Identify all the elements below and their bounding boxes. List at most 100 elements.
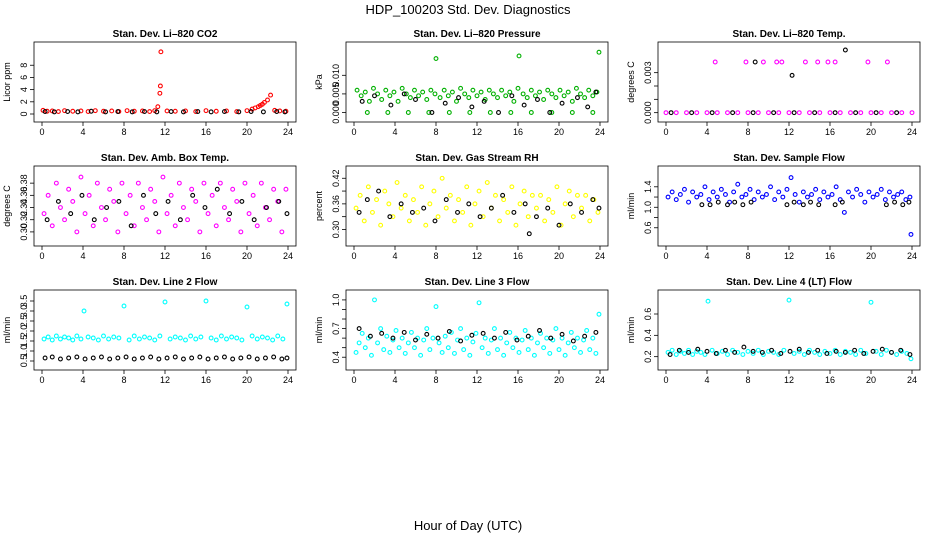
data-point (213, 108, 219, 114)
data-point (833, 184, 839, 190)
data-point (484, 180, 490, 185)
data-point (91, 217, 97, 223)
data-point (426, 110, 432, 115)
data-point (374, 197, 379, 203)
data-point (907, 194, 913, 200)
data-point (387, 93, 393, 99)
data-point (172, 354, 178, 360)
data-point (271, 186, 277, 192)
data-point (493, 192, 498, 198)
data-point (684, 110, 689, 116)
data-point (390, 214, 396, 220)
x-tick-label: 0 (39, 127, 44, 137)
data-point (509, 184, 515, 190)
y-axis-label: ml/min (626, 317, 636, 344)
data-point (677, 348, 683, 354)
data-point (244, 304, 250, 310)
data-point (898, 347, 904, 353)
data-point (406, 218, 412, 224)
data-point (45, 192, 51, 198)
data-point (136, 336, 142, 342)
data-point (424, 326, 430, 332)
data-point (115, 229, 121, 235)
data-point (587, 347, 593, 353)
data-point (371, 85, 376, 91)
data-point (55, 198, 61, 204)
data-point (516, 53, 522, 59)
data-point (892, 199, 898, 205)
data-point (587, 218, 593, 224)
data-point (854, 186, 860, 192)
y-axis-label: degrees C (2, 185, 12, 227)
x-tick-label: 24 (595, 251, 605, 261)
data-point (51, 109, 57, 115)
data-point (413, 97, 418, 102)
data-point (686, 349, 691, 355)
data-point (667, 352, 673, 357)
data-point (501, 352, 507, 358)
data-point (408, 329, 414, 335)
data-point (203, 298, 209, 304)
data-point (903, 197, 909, 203)
x-tick-label: 24 (907, 127, 917, 137)
y-tick-label: 0.010 (331, 64, 341, 87)
x-tick-label: 12 (160, 375, 170, 385)
data-point (541, 345, 547, 351)
data-point (520, 91, 526, 97)
data-point (804, 194, 810, 200)
y-tick-label: 0.7 (331, 322, 341, 335)
data-point (468, 222, 474, 228)
data-point (524, 95, 530, 101)
data-point (429, 110, 435, 115)
data-point (569, 98, 575, 104)
data-point (908, 231, 914, 237)
data-point (239, 198, 245, 204)
data-point (571, 345, 577, 351)
data-point (284, 211, 290, 217)
data-point (776, 110, 782, 116)
data-point (197, 229, 203, 235)
data-point (115, 109, 121, 115)
data-point (407, 95, 413, 101)
data-point (276, 198, 282, 204)
data-point (808, 199, 813, 205)
data-point (477, 214, 483, 220)
data-point (449, 89, 455, 95)
x-tick-label: 12 (472, 251, 482, 261)
data-point (267, 217, 272, 223)
x-tick-label: 4 (392, 127, 397, 137)
data-point (282, 109, 288, 115)
data-point (277, 108, 283, 114)
data-point (402, 350, 408, 356)
data-point (250, 192, 256, 198)
data-point (402, 192, 408, 198)
panel-title: Stan. Dev. Li–820 Temp. (732, 29, 845, 40)
data-point (462, 91, 468, 97)
data-point (673, 110, 679, 116)
data-point (193, 109, 199, 115)
x-tick-label: 4 (80, 127, 85, 137)
data-point (85, 334, 91, 340)
data-point (747, 186, 753, 192)
data-point (361, 218, 367, 224)
data-point (427, 201, 433, 207)
x-tick-label: 12 (784, 251, 794, 261)
data-point (107, 356, 113, 362)
data-point (595, 209, 601, 215)
data-point (802, 59, 808, 65)
data-point (394, 180, 400, 185)
x-tick-label: 16 (825, 251, 835, 261)
data-point (825, 59, 831, 65)
data-point (362, 345, 368, 351)
data-point (381, 347, 387, 353)
data-point (568, 329, 574, 335)
data-point (760, 59, 766, 65)
data-point (467, 352, 473, 358)
data-point (771, 110, 777, 116)
panel-title: Stan. Dev. Li–820 Pressure (413, 29, 541, 40)
data-point (878, 186, 884, 192)
data-point (203, 108, 209, 114)
data-point (62, 334, 68, 340)
data-point (740, 352, 746, 357)
data-point (501, 197, 507, 203)
